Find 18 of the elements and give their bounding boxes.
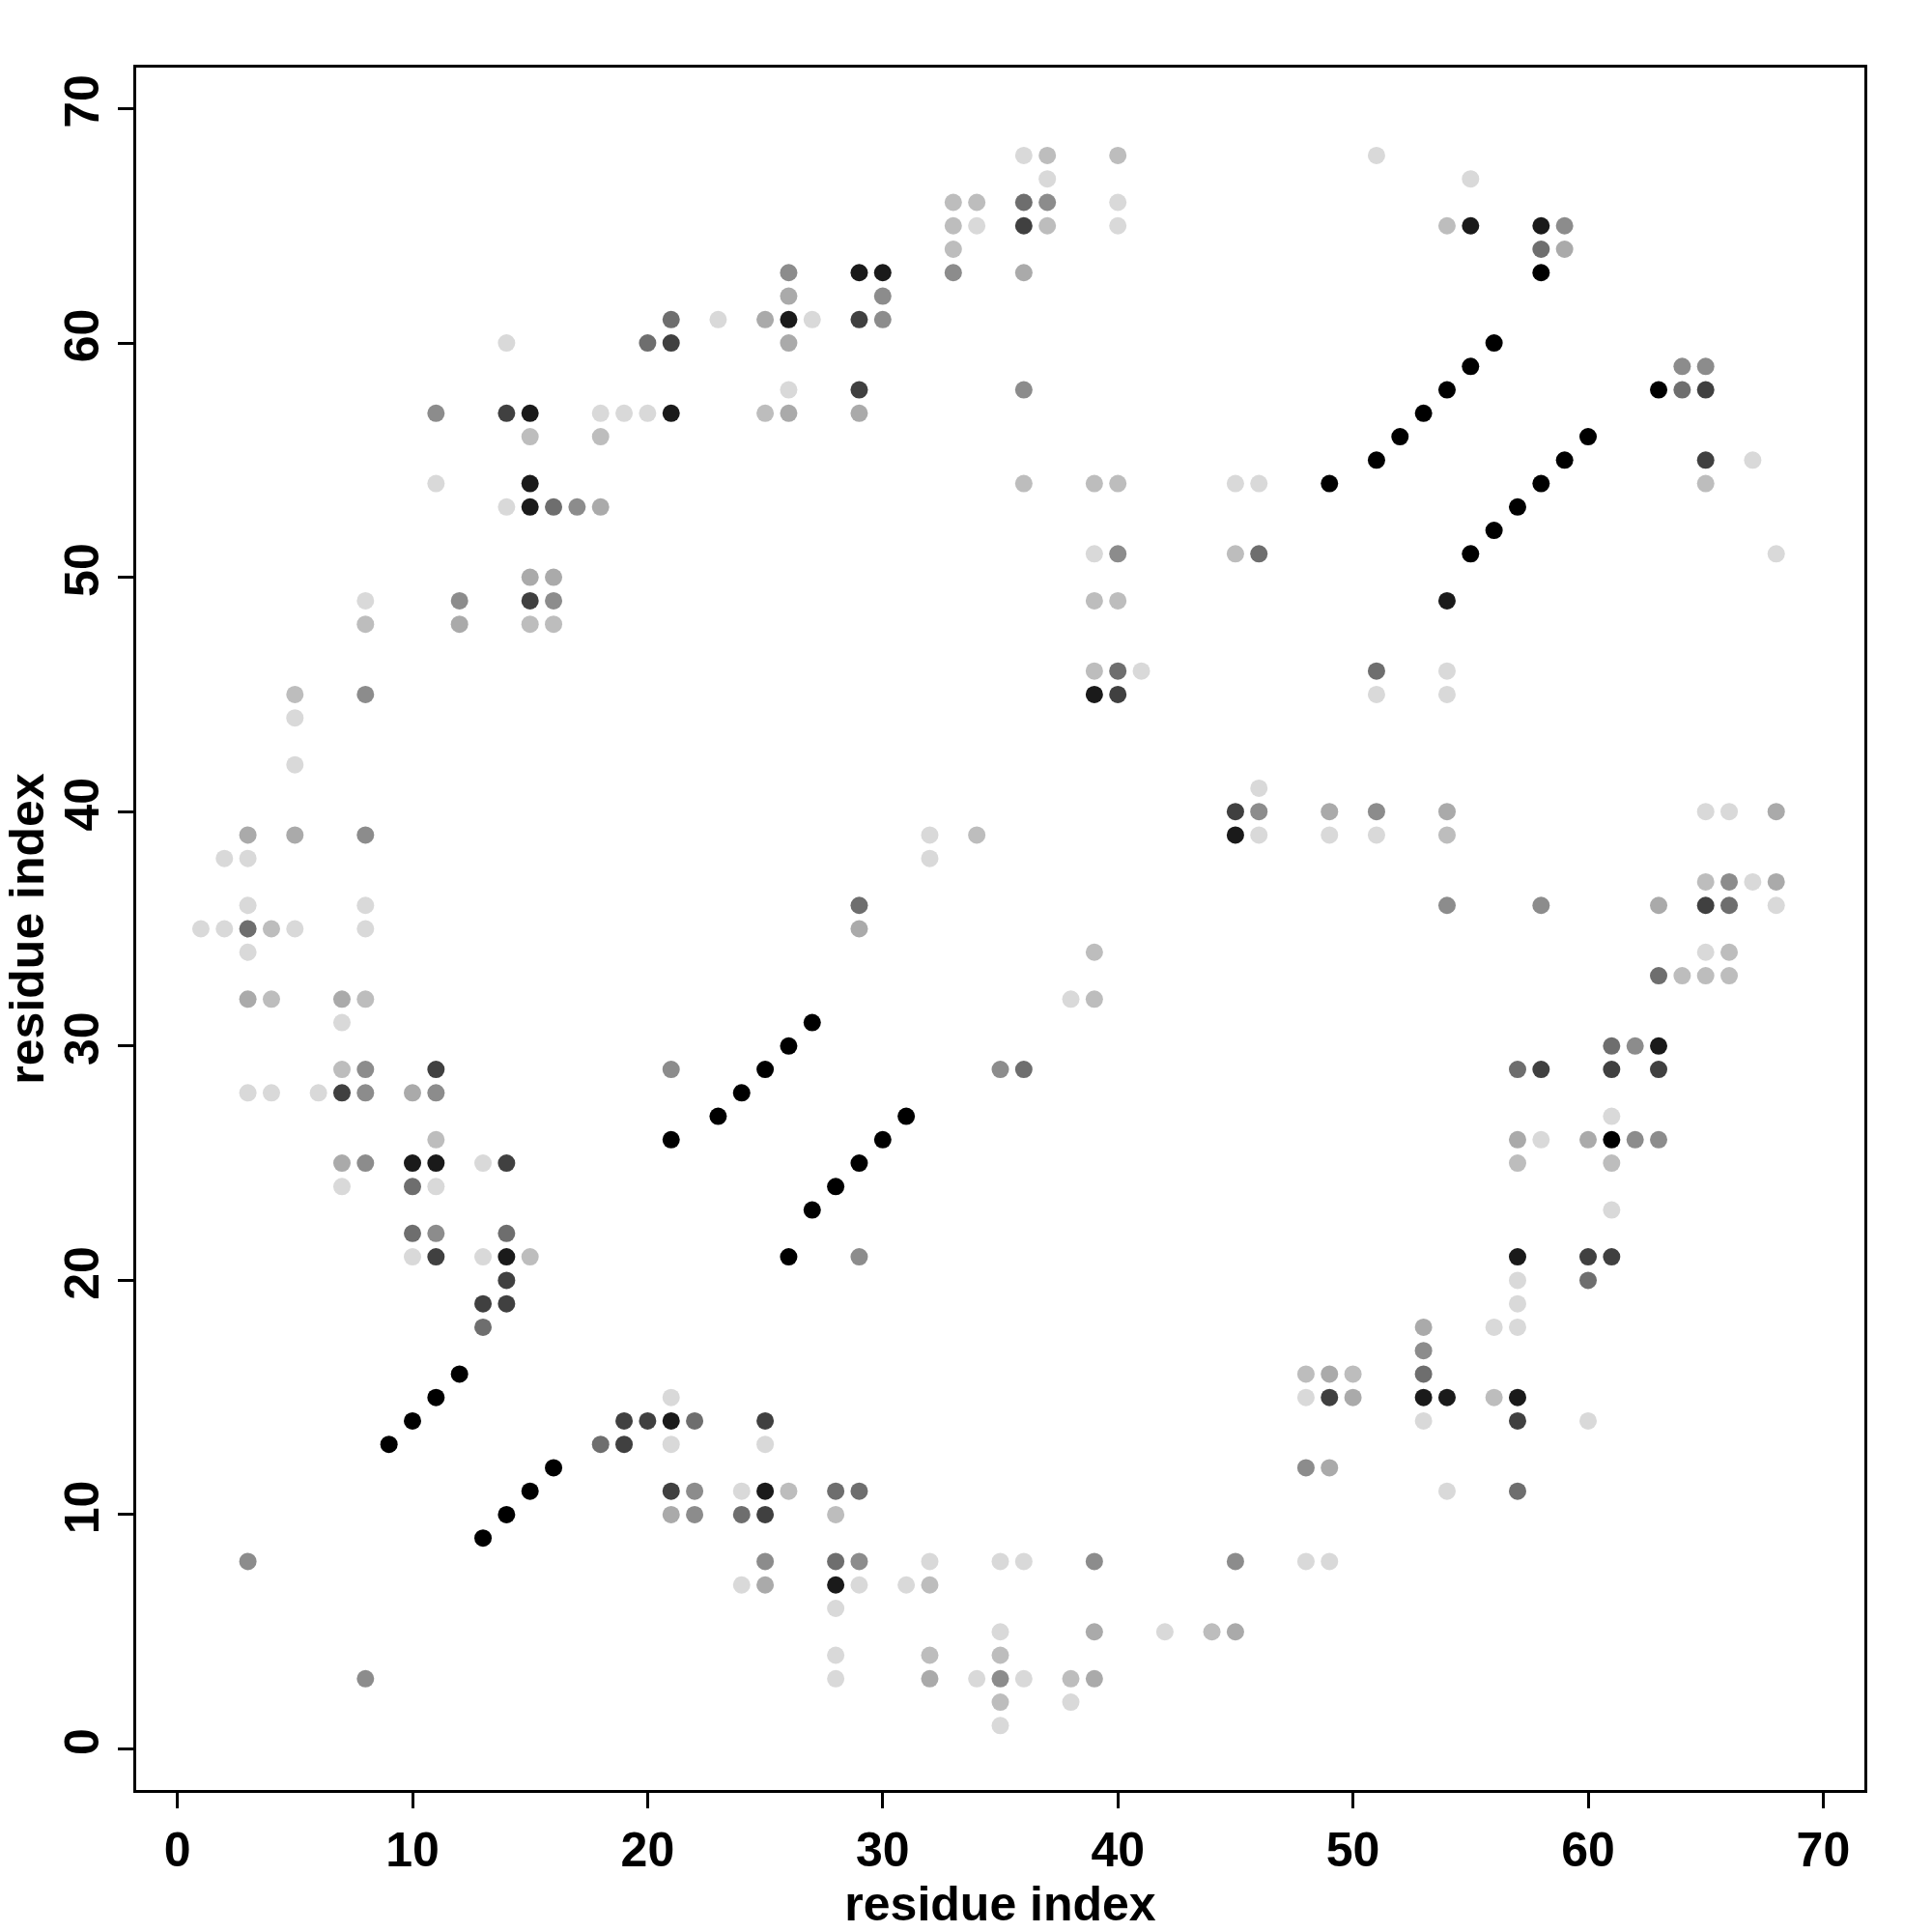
y-tick-label: 20 [55,1246,109,1300]
x-tick-label: 10 [385,1823,440,1877]
y-tick-label: 0 [55,1728,109,1755]
x-tick-label: 20 [620,1823,675,1877]
y-tick-label: 10 [55,1480,109,1535]
y-tick-label: 60 [55,308,109,363]
x-tick-label: 70 [1796,1823,1851,1877]
x-tick-label: 60 [1561,1823,1615,1877]
x-tick-label: 40 [1091,1823,1146,1877]
y-tick-label: 70 [55,74,109,128]
y-tick-label: 40 [55,777,109,832]
x-tick-label: 30 [855,1823,910,1877]
x-tick-label: 50 [1325,1823,1380,1877]
x-tick-label: 0 [163,1823,191,1877]
x-axis-title: residue index [844,1877,1156,1931]
y-tick-label: 50 [55,543,109,597]
y-axis-title: residue index [0,773,54,1085]
y-tick-label: 30 [55,1011,109,1066]
